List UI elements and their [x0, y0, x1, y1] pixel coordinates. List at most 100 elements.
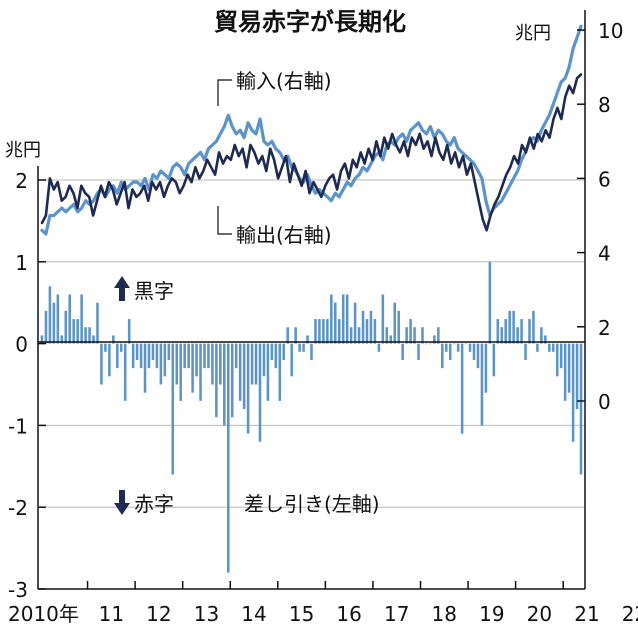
balance-bar — [540, 327, 543, 344]
x-axis-label: 12 — [146, 602, 171, 626]
balance-bar — [84, 327, 87, 344]
balance-bar — [96, 302, 99, 344]
balance-bar — [203, 343, 206, 369]
balance-bar — [480, 343, 484, 426]
balance-bar — [409, 319, 412, 344]
balance-bar — [393, 302, 397, 344]
balance-bar — [242, 343, 246, 410]
balance-bar — [349, 327, 353, 344]
balance-bar — [147, 343, 151, 369]
balance-bar — [64, 310, 68, 344]
balance-bar — [401, 343, 404, 360]
balance-bar — [163, 343, 167, 377]
x-axis-label: 19 — [479, 602, 504, 626]
balance-bar — [119, 343, 123, 352]
balance-bar — [425, 343, 428, 345]
balance-bar — [254, 343, 258, 385]
balance-bar — [72, 319, 75, 344]
balance-bar — [199, 343, 202, 401]
balance-bar — [524, 343, 527, 360]
balance-bar — [337, 319, 341, 344]
balance-bar — [326, 319, 329, 344]
balance-bar — [104, 343, 107, 352]
right-axis-tick-label: 2 — [598, 316, 611, 340]
balance-bar — [175, 343, 179, 385]
balance-bar — [377, 343, 381, 352]
balance-bar — [433, 335, 436, 344]
balance-bar — [286, 327, 289, 344]
balance-bar — [302, 343, 305, 352]
imports-line — [40, 24, 583, 236]
balance-bar — [441, 343, 444, 369]
balance-bar — [44, 310, 48, 344]
balance-bar — [389, 335, 393, 344]
balance-bar — [516, 327, 519, 344]
balance-bar — [437, 327, 440, 344]
right-axis-tick-label: 4 — [598, 242, 611, 266]
balance-bar — [353, 302, 357, 344]
x-axis-label: 21 — [574, 602, 599, 626]
balance-bar — [579, 343, 583, 475]
balance-bar — [460, 343, 464, 434]
balance-bar — [571, 343, 575, 442]
balance-bar — [151, 343, 155, 360]
balance-bar — [274, 343, 278, 369]
balance-bar — [250, 343, 254, 385]
balance-bar — [92, 335, 95, 344]
balance-bar — [88, 327, 91, 344]
right-axis-tick-label: 0 — [598, 390, 611, 414]
balance-bar — [500, 327, 504, 344]
balance-bar — [191, 343, 194, 393]
balance-bar — [330, 294, 333, 344]
balance-bar — [310, 343, 313, 360]
x-axis-label: 18 — [432, 602, 457, 626]
deficit-label: 赤字 — [134, 492, 174, 516]
balance-bar — [476, 343, 480, 369]
balance-bar — [448, 343, 452, 360]
balance-label: 差し引き(左軸) — [244, 492, 380, 516]
x-axis-ticks: 2010年 11 12 13 14 15 16 17 18 19 20 21 22 — [8, 581, 638, 626]
balance-bar — [369, 310, 373, 344]
balance-bar — [123, 343, 127, 401]
balance-bar — [290, 343, 293, 377]
x-axis-label: 13 — [194, 602, 219, 626]
balance-bar — [536, 343, 539, 352]
balance-bar — [322, 319, 325, 344]
balance-bar — [421, 327, 424, 344]
x-axis-label: 11 — [99, 602, 124, 626]
balance-bar — [116, 343, 119, 369]
balance-bar — [112, 335, 115, 344]
surplus-label: 黒字 — [134, 279, 174, 303]
left-axis-unit: 兆円 — [5, 140, 41, 161]
balance-bar — [234, 343, 238, 369]
right-axis-tick-label: 10 — [598, 19, 623, 43]
balance-bar — [127, 319, 131, 344]
balance-bar — [262, 343, 266, 377]
left-axis-tick-label: 2 — [15, 169, 28, 193]
balance-bar — [429, 343, 432, 345]
balance-bar — [504, 319, 507, 344]
balance-bar — [48, 286, 52, 344]
imports-leader-line — [217, 79, 232, 106]
balance-bar — [484, 343, 488, 393]
balance-bar — [405, 327, 408, 344]
x-axis-label: 16 — [336, 602, 361, 626]
exports-line — [40, 73, 583, 232]
x-axis-label: 2010年 — [8, 602, 79, 626]
balance-bar — [80, 294, 83, 344]
balance-bar — [452, 343, 456, 345]
exports-leader-line — [217, 206, 232, 235]
balance-bar — [468, 343, 472, 352]
balance-bar — [306, 335, 309, 344]
balance-bar — [298, 343, 301, 352]
balance-bar — [575, 343, 579, 410]
right-axis-unit: 兆円 — [515, 23, 551, 44]
balance-bar — [544, 335, 547, 344]
chart-title: 貿易赤字が長期化 — [214, 8, 406, 36]
balance-bar — [56, 294, 60, 344]
balance-bar — [508, 310, 511, 344]
balance-bar — [183, 343, 186, 369]
balance-bar — [108, 343, 111, 377]
left-axis-tick-label: 1 — [15, 251, 28, 275]
